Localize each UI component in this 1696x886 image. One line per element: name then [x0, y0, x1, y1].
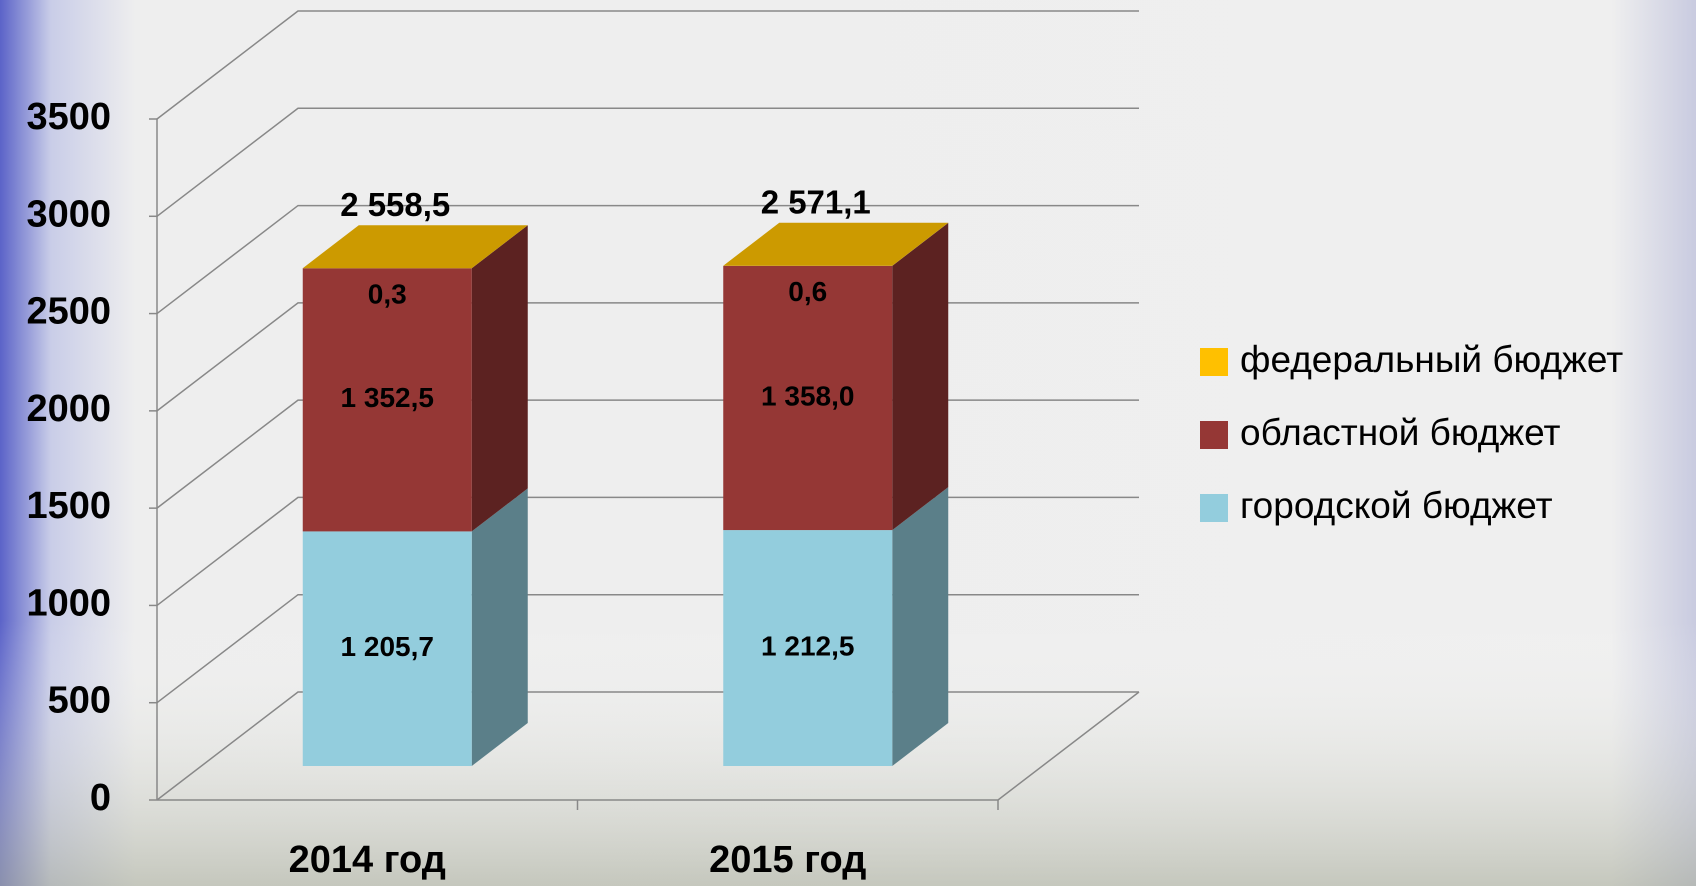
- legend-label: областной бюджет: [1240, 412, 1560, 453]
- y-tick-label: 3000: [26, 193, 111, 235]
- legend-swatch: [1200, 348, 1228, 376]
- value-label: 0,6: [788, 276, 827, 307]
- x-tick-label: 2015 год: [709, 839, 866, 881]
- y-tick-label: 1000: [26, 582, 111, 624]
- total-label: 2 558,5: [340, 186, 450, 223]
- bar-side: [892, 223, 948, 530]
- y-tick-label: 500: [48, 680, 111, 722]
- chart: 0 500 1000 1500 2000 2500 3000 3500 2014 год 1 20…: [0, 0, 1696, 886]
- bar-side: [892, 487, 948, 766]
- legend-label: федеральный бюджет: [1240, 339, 1623, 380]
- value-label: 1 352,5: [341, 382, 434, 413]
- y-tick-label: 3500: [26, 96, 111, 138]
- value-label: 1 212,5: [761, 630, 854, 661]
- legend-swatch: [1200, 494, 1228, 522]
- value-label: 1 205,7: [341, 631, 434, 662]
- y-tick-label: 2500: [26, 291, 111, 333]
- page: {"chart_data": {"type": "bar3d-stacked",…: [0, 0, 1696, 886]
- legend-label: городской бюджет: [1240, 485, 1553, 526]
- bar-side: [472, 488, 528, 766]
- y-tick-label: 2000: [26, 388, 111, 430]
- value-label: 1 358,0: [761, 380, 854, 411]
- y-tick-label: 0: [90, 777, 111, 819]
- value-label: 0,3: [368, 279, 407, 310]
- legend-swatch: [1200, 421, 1228, 449]
- total-label: 2 571,1: [761, 183, 871, 220]
- x-tick-label: 2014 год: [289, 839, 446, 881]
- bar-side: [472, 225, 528, 531]
- y-tick-label: 1500: [26, 485, 111, 527]
